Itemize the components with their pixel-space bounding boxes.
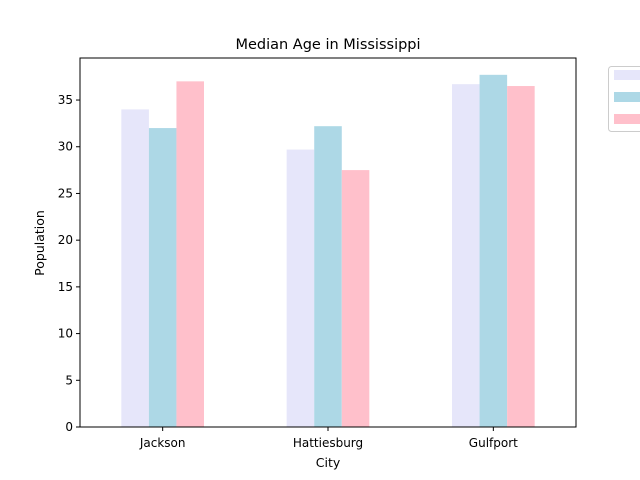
bar-jackson-series-3 [176,81,204,427]
legend [608,66,640,132]
x-axis-label: City [316,455,341,470]
bar-gulfport-series-1 [452,84,480,427]
y-axis: 0 5 10 15 20 25 30 35 [58,93,80,434]
x-tick-label: Jackson [139,436,186,450]
x-tick-label: Hattiesburg [293,436,363,450]
chart-title: Median Age in Mississippi [235,37,420,53]
bar-jackson-series-2 [148,128,177,427]
x-tick-label: Gulfport [469,436,518,450]
legend-swatch-series-2 [614,92,640,102]
bars [121,74,535,428]
y-tick-label: 0 [65,420,73,434]
legend-swatch-series-1 [614,70,640,80]
legend-swatch-series-3 [614,114,640,124]
y-axis-label: Population [32,210,47,276]
y-tick-label: 10 [58,327,73,341]
x-axis: Jackson Hattiesburg Gulfport [139,427,518,450]
y-tick-label: 30 [58,140,73,154]
y-tick-label: 15 [58,280,73,294]
y-tick-label: 5 [65,373,73,387]
bar-hattiesburg-series-3 [341,170,370,427]
y-tick-label: 25 [58,186,73,200]
bar-gulfport-series-2 [479,74,508,427]
bar-hattiesburg-series-1 [286,149,315,428]
bar-jackson-series-1 [121,109,149,427]
bar-gulfport-series-3 [507,86,535,427]
y-tick-label: 20 [58,233,73,247]
y-tick-label: 35 [58,93,73,107]
bar-hattiesburg-series-2 [314,126,342,427]
